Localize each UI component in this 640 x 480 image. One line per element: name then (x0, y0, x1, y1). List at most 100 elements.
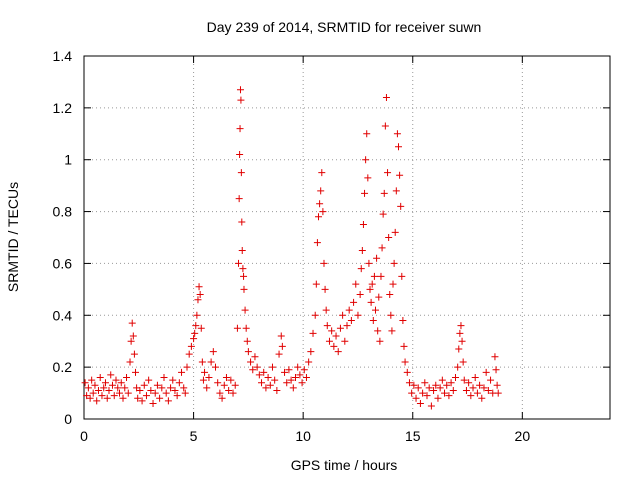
data-point (190, 335, 198, 343)
data-point (357, 265, 365, 273)
data-point (195, 283, 203, 291)
data-point (129, 332, 137, 340)
data-point (287, 376, 295, 384)
data-point (169, 376, 177, 384)
data-point (175, 379, 183, 387)
data-point (358, 246, 366, 254)
data-point (363, 130, 371, 138)
data-point (312, 280, 320, 288)
data-point (241, 306, 249, 314)
data-point (456, 329, 464, 337)
data-point (187, 342, 195, 350)
data-point (183, 363, 191, 371)
data-point (321, 285, 329, 293)
data-point (323, 322, 331, 330)
data-point (181, 389, 189, 397)
y-tick-label: 0.8 (53, 204, 73, 220)
data-point (240, 272, 248, 280)
data-point (336, 324, 344, 332)
data-point (222, 374, 230, 382)
data-point (119, 394, 127, 402)
data-point (300, 366, 308, 374)
data-point (214, 379, 222, 387)
data-point (151, 389, 159, 397)
data-point (341, 337, 349, 345)
data-point (405, 379, 413, 387)
x-tick-label: 5 (190, 428, 198, 444)
data-point (373, 254, 381, 262)
data-point (449, 386, 457, 394)
data-point (322, 306, 330, 314)
data-point (193, 311, 201, 319)
data-point (192, 322, 200, 330)
data-point (362, 156, 370, 164)
data-point (132, 368, 140, 376)
data-point (277, 332, 285, 340)
data-point (493, 381, 501, 389)
data-point (212, 363, 219, 371)
data-point (235, 195, 243, 203)
data-point (218, 394, 226, 402)
data-point (260, 368, 268, 376)
data-point (388, 327, 396, 335)
data-point (185, 350, 193, 358)
data-point (334, 348, 342, 356)
data-point (332, 332, 340, 340)
data-point (318, 169, 326, 177)
data-point (381, 122, 389, 130)
data-point (236, 86, 244, 94)
data-point (434, 394, 442, 402)
data-point (110, 392, 118, 400)
data-point (478, 394, 486, 402)
data-point (378, 244, 386, 252)
data-point (255, 371, 263, 379)
y-tick-label: 0.6 (53, 255, 73, 271)
data-point (236, 151, 244, 159)
data-point (403, 368, 411, 376)
data-point (266, 381, 274, 389)
data-point (368, 280, 376, 288)
data-point (237, 169, 245, 177)
data-point (352, 280, 360, 288)
data-point (167, 384, 175, 392)
data-point (436, 384, 444, 392)
data-point (278, 342, 286, 350)
data-point (385, 234, 393, 241)
data-point (392, 187, 400, 195)
data-point (482, 368, 490, 376)
data-point (98, 392, 106, 400)
data-point (233, 324, 241, 332)
data-point (108, 381, 116, 389)
data-point (421, 379, 429, 387)
data-point (487, 376, 495, 384)
data-point (298, 379, 306, 387)
data-point (283, 379, 291, 387)
data-point (328, 327, 336, 335)
y-tick-label: 1 (64, 152, 72, 168)
data-point (140, 381, 148, 389)
data-point (432, 381, 440, 389)
data-point (107, 371, 115, 379)
data-point (264, 374, 272, 382)
data-point (81, 379, 89, 387)
data-point (238, 246, 246, 254)
data-point (229, 389, 237, 397)
data-point (311, 311, 319, 319)
axis-ticks: 0 5 10 15 20 0 0.2 0.4 0.6 0.8 1 1.2 1.4 (53, 48, 610, 444)
data-point (339, 311, 347, 319)
data-point (320, 259, 328, 267)
data-point (460, 376, 468, 384)
data-point (471, 374, 479, 382)
data-point (142, 392, 150, 400)
y-axis-label: SRMTID / TECUs (5, 182, 21, 292)
data-point (457, 322, 465, 330)
data-point (397, 202, 405, 210)
data-point (273, 386, 281, 394)
data-point (220, 381, 228, 389)
data-point (316, 200, 324, 208)
data-point (145, 376, 153, 384)
data-point (459, 358, 467, 366)
data-point (302, 374, 310, 382)
y-tick-label: 0 (64, 411, 72, 427)
